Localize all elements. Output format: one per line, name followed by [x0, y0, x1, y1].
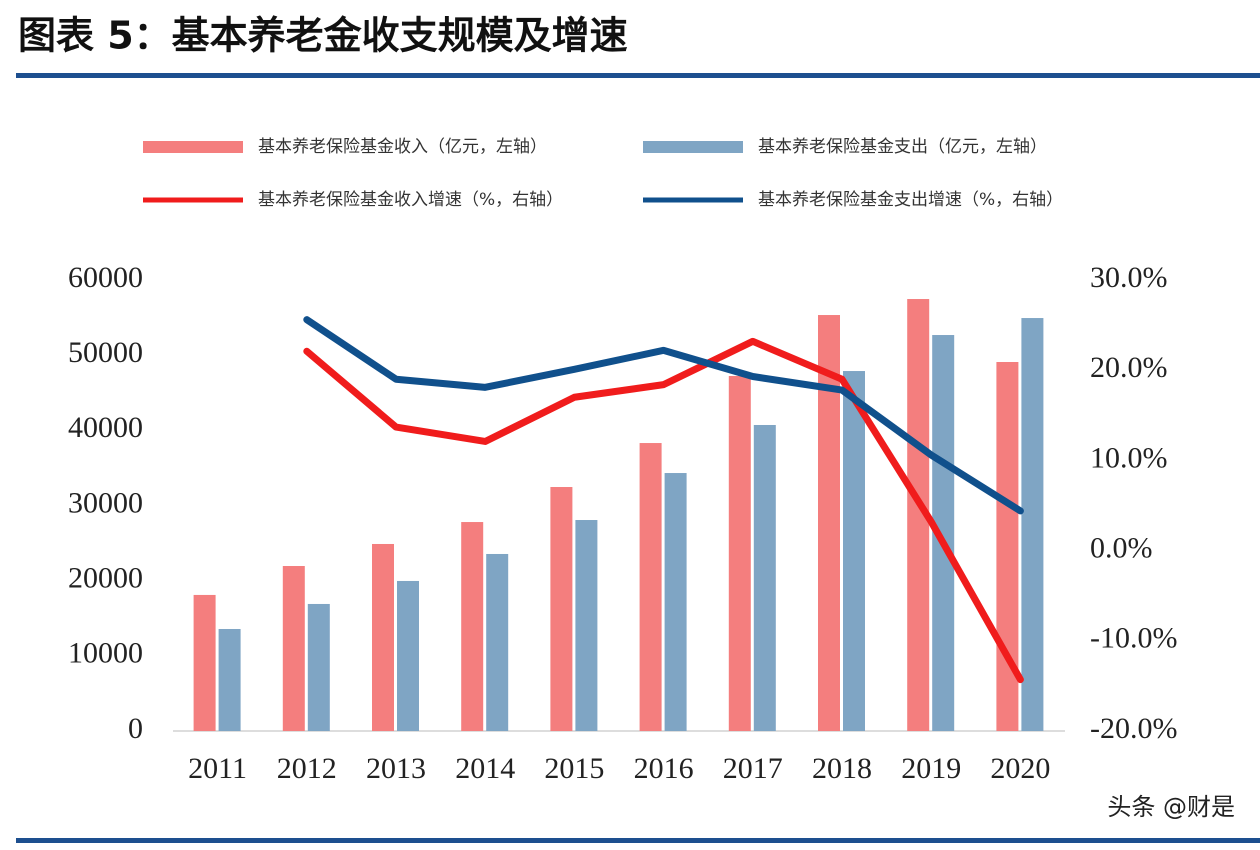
x-tick-label: 2012 [277, 752, 337, 785]
y-tick-label: 50000 [68, 336, 143, 369]
legend-label: 基本养老保险基金收入增速（%，右轴） [258, 190, 563, 210]
bar [575, 520, 598, 731]
x-tick-label: 2016 [634, 752, 694, 785]
bar [282, 566, 305, 731]
y-tick-label: 30000 [68, 486, 143, 519]
bar [550, 487, 573, 731]
bar [818, 315, 840, 731]
x-tick-label: 2017 [723, 752, 783, 785]
bar [397, 580, 419, 731]
legend-label: 基本养老保险基金支出增速（%，右轴） [758, 190, 1063, 210]
bar [932, 335, 955, 731]
legend-label: 基本养老保险基金支出（亿元，左轴） [758, 137, 1047, 157]
x-tick-label: 2013 [366, 752, 426, 785]
chart-title: 图表 5：基本养老金收支规模及增速 [18, 14, 628, 58]
y2-tick-label: 20.0% [1090, 351, 1168, 384]
bar [843, 371, 865, 731]
legend-swatch [643, 141, 743, 153]
x-tick-label: 2020 [990, 752, 1050, 785]
y2-tick-label: 30.0% [1090, 261, 1168, 294]
x-tick-label: 2015 [544, 752, 604, 785]
bar [218, 628, 241, 731]
y-tick-label: 60000 [68, 261, 143, 294]
footer-rule [16, 838, 1260, 843]
bar [307, 603, 330, 731]
y2-tick-label: 0.0% [1090, 531, 1153, 564]
bar [753, 424, 776, 731]
x-tick-label: 2018 [812, 752, 872, 785]
y2-tick-label: -20.0% [1090, 712, 1177, 745]
bar [461, 522, 484, 731]
y2-tick-label: -10.0% [1090, 622, 1177, 655]
bar [486, 553, 509, 731]
bar [372, 543, 394, 731]
header-rule [16, 73, 1260, 78]
bar [193, 594, 216, 731]
bar [664, 473, 687, 731]
line [303, 316, 1024, 515]
bar [996, 362, 1019, 731]
x-tick-label: 2014 [455, 752, 515, 785]
bar [639, 443, 662, 731]
y-tick-label: 20000 [68, 562, 143, 595]
y2-tick-label: 10.0% [1090, 441, 1168, 474]
y-tick-label: 0 [128, 712, 143, 745]
legend-swatch [143, 141, 243, 153]
line [303, 337, 1024, 684]
legend-label: 基本养老保险基金收入（亿元，左轴） [258, 137, 547, 157]
y-tick-label: 40000 [68, 411, 143, 444]
bar [1021, 318, 1044, 731]
watermark: 头条 @财是 [1107, 793, 1235, 821]
bar [907, 299, 930, 731]
x-tick-label: 2019 [901, 752, 961, 785]
y-tick-label: 10000 [68, 637, 143, 670]
bar [728, 375, 751, 731]
x-tick-label: 2011 [188, 752, 247, 785]
